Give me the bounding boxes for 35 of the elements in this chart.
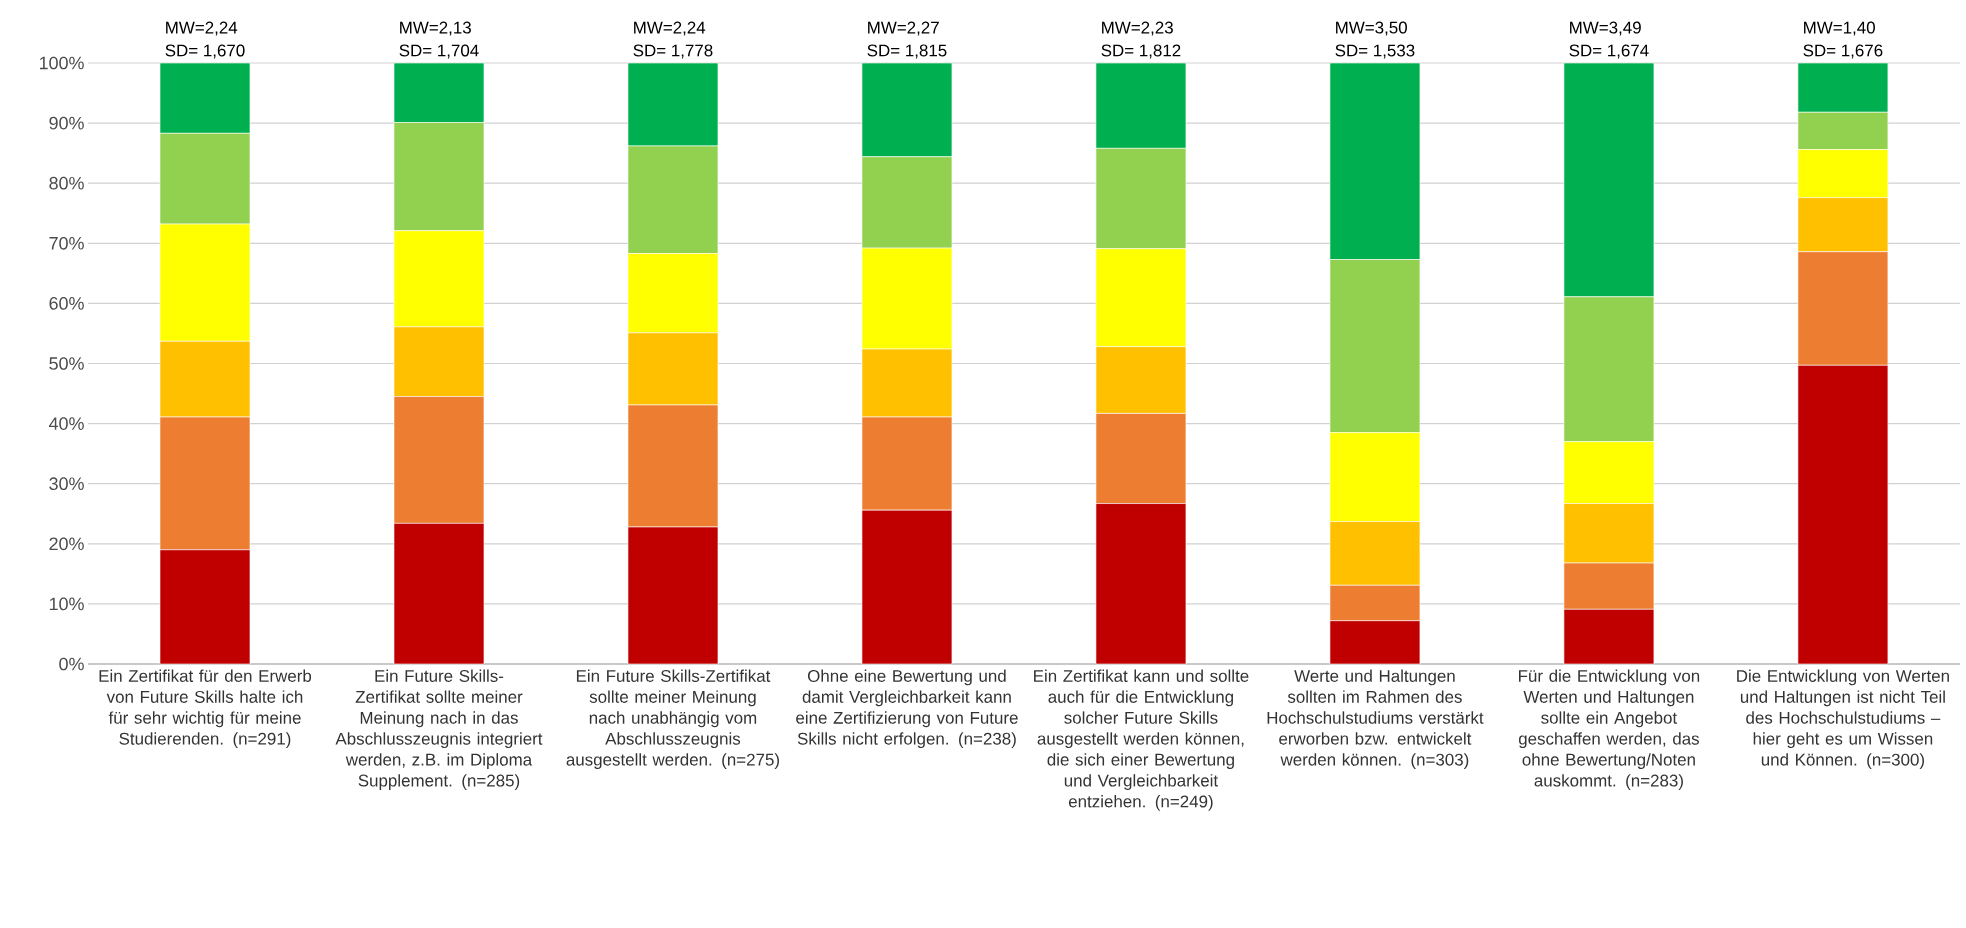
text: MW=3,49 xyxy=(1570,21,1641,36)
y-tick-label: 60% xyxy=(49,297,84,310)
text: MW=2,24 xyxy=(634,21,706,36)
text: MW=3,50 xyxy=(1336,21,1407,36)
text: SD= 1,778 xyxy=(633,44,713,59)
y-tick-label: 50% xyxy=(49,357,84,370)
y-tick-label: 70% xyxy=(49,236,84,250)
x-tick-label: Ein Zertifikat für den Erwerb von Future Skills halte ich für sehr wichtig für meine Studierenden. (n=291) xyxy=(99,669,312,749)
x-tick-label: Werte und Haltungen sollten im Rahmen des Hochschulstudiums verstärkt erworben bzw. entwickelt werden können. (n=303) xyxy=(1267,669,1484,769)
y-tick-label: 10% xyxy=(49,597,84,611)
text: SD= 1,812 xyxy=(1101,44,1181,59)
y-tick-label: 40% xyxy=(48,417,84,430)
x-tick-label: Für die Entwicklung von Werten und Haltungen sollte ein Angebot geschaffen werden, das ohne Bewertung/Noten auskommt. (n=283) xyxy=(1518,669,1700,790)
y-tick-label: 100% xyxy=(39,56,84,70)
x-tick-label: Ein Future Skills-Zertifikat sollte meiner Meinung nach unabhängig vom Abschlusszeugnis ausgestellt werden. (n=275) xyxy=(566,669,779,769)
text: SD= 1,533 xyxy=(1335,44,1415,59)
text: MW=1,40 xyxy=(1804,21,1875,36)
text: MW=2,23 xyxy=(1102,21,1173,36)
text: MW=2,13 xyxy=(400,21,471,36)
y-tick-label: 30% xyxy=(49,477,84,491)
text: SD= 1,815 xyxy=(867,44,947,59)
y-tick-label: 20% xyxy=(49,537,84,551)
text: MW=2,27 xyxy=(868,21,939,36)
x-tick-label: Ein Future Skills-Zertifikat sollte meiner Meinung nach in das Abschlusszeugnis integriert werden, z.B. im Diploma Supplement. (n=285) xyxy=(335,669,543,790)
text: SD= 1,674 xyxy=(1569,44,1649,59)
y-tick-label: 90% xyxy=(49,116,84,130)
x-tick-label: Ohne eine Bewertung und damit Vergleichbarkeit kann eine Zertifizierung von Future Skills nicht erfolgen. (n=238) xyxy=(796,669,1018,749)
x-tick-label: Die Entwicklung von Werten und Haltungen ist nicht Teil des Hochschulstudiums – hier geht es um Wissen und Können. (n=300) xyxy=(1737,669,1949,769)
y-tick-label: 0% xyxy=(59,657,84,671)
x-tick-label: Ein Zertifikat kann und sollte auch für die Entwicklung solcher Future Skills ausgestellt werden können, die sich einer Bewertung und Vergleichbarkeit entziehen. (n=249) xyxy=(1034,669,1249,811)
text: SD= 1,676 xyxy=(1803,44,1883,59)
text: SD= 1,670 xyxy=(165,44,245,59)
text: MW=2,24 xyxy=(166,21,238,36)
text: SD= 1,704 xyxy=(399,44,479,59)
y-tick-label: 80% xyxy=(49,176,84,190)
